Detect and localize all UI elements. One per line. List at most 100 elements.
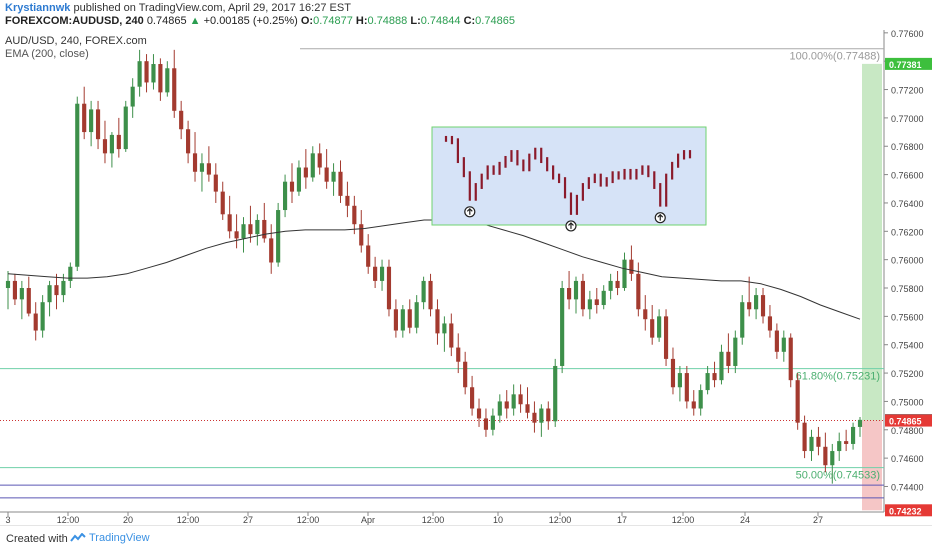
candle-body — [497, 401, 502, 416]
candle-body — [546, 408, 551, 422]
candle-body — [47, 285, 52, 303]
symbol-legend[interactable]: AUD/USD, 240, FOREX.com — [5, 35, 147, 47]
candle-body — [26, 288, 31, 314]
high-label: H: — [355, 15, 368, 27]
candle-body — [366, 245, 371, 267]
x-tick-label: 24 — [740, 515, 750, 525]
candle-body — [677, 373, 682, 388]
x-tick-label: Apr — [361, 515, 375, 525]
candle-body — [670, 358, 676, 388]
high-value: 0.74888 — [367, 15, 408, 27]
candle-body — [643, 309, 648, 320]
candle-body — [622, 259, 627, 289]
candle-body — [449, 323, 454, 348]
candle-body — [490, 415, 495, 430]
candle-body — [102, 139, 108, 154]
price-badge-label: 0.74865 — [889, 417, 922, 427]
price-badge — [885, 414, 932, 427]
candle-body — [12, 280, 18, 300]
candle-body — [553, 365, 558, 422]
candle-body — [608, 280, 613, 291]
candle-body — [767, 316, 773, 331]
candle-body — [220, 191, 225, 215]
candle-body — [186, 129, 191, 154]
ema-legend[interactable]: EMA (200, close) — [5, 48, 89, 60]
candle-body — [719, 351, 724, 381]
candle-body — [255, 219, 260, 235]
close-label: C: — [463, 15, 476, 27]
candle-body — [657, 316, 662, 338]
candle-body — [837, 441, 842, 452]
candle-body — [733, 337, 738, 366]
y-tick-label: 0.76400 — [891, 199, 924, 209]
chart-header: Krystiannwk published on TradingView.com… — [0, 0, 932, 30]
plot-area — [0, 30, 884, 512]
y-tick-label: 0.74600 — [891, 454, 924, 464]
candle-body — [566, 288, 572, 300]
candle-body — [629, 259, 634, 274]
candle-body — [82, 103, 87, 133]
tradingview-logo[interactable]: TradingView — [70, 532, 150, 544]
candle-body — [289, 181, 295, 192]
price-badge — [885, 57, 932, 70]
candle-body — [262, 219, 267, 239]
x-tick-label: 12:00 — [177, 515, 200, 525]
candle-body — [373, 266, 378, 281]
y-tick-label: 0.74800 — [891, 426, 924, 436]
low-value: 0.74844 — [420, 15, 461, 27]
candle-body — [199, 163, 205, 172]
candle-body — [54, 285, 59, 296]
price-badge — [885, 504, 932, 517]
y-tick-label: 0.76800 — [891, 142, 924, 152]
candle-body — [393, 309, 398, 331]
candle-body — [504, 401, 509, 409]
candle-body — [580, 280, 586, 310]
candle-body — [823, 446, 828, 466]
candle-body — [456, 347, 461, 362]
candle-body — [698, 390, 703, 409]
candle-body — [241, 224, 246, 239]
inset-box — [431, 126, 707, 226]
x-tick-label: 27 — [813, 515, 823, 525]
candle-body — [75, 103, 80, 267]
candle-body — [123, 106, 128, 150]
candle-body — [234, 231, 239, 239]
candle-body — [795, 380, 800, 423]
candle-body — [282, 181, 288, 211]
candle-body — [463, 361, 468, 388]
candle-body — [754, 295, 759, 310]
candle-body — [816, 436, 821, 447]
candle-body — [760, 295, 766, 317]
arrow-up-icon — [466, 207, 473, 215]
author-link[interactable]: Krystiannwk — [5, 2, 71, 14]
candle-body — [511, 394, 516, 409]
candle-body — [615, 280, 620, 289]
x-tick-label: 12:00 — [549, 515, 572, 525]
fib-level-label: 100.00%(0.77488) — [789, 51, 880, 63]
y-tick-label: 0.75400 — [891, 341, 924, 351]
candle-body — [483, 418, 489, 430]
y-tick-label: 0.75800 — [891, 284, 924, 294]
candle-body — [116, 134, 121, 150]
low-label: L: — [410, 15, 421, 27]
candle-body — [352, 205, 357, 225]
candle-body — [400, 309, 405, 331]
x-tick-label: 12:00 — [57, 515, 80, 525]
candle-body — [89, 109, 94, 133]
candle-body — [137, 61, 142, 87]
price-badge-label: 0.74232 — [889, 506, 922, 516]
candle-body — [663, 316, 669, 359]
candle-body — [303, 167, 308, 178]
candle-body — [68, 266, 73, 281]
candle-body — [435, 309, 440, 334]
fib-level-label: 50.00%(0.74533) — [796, 470, 880, 482]
candle-body — [650, 319, 655, 338]
candle-body — [269, 238, 274, 263]
fib-level-label: 61.80%(0.75231) — [796, 371, 880, 383]
price-chart[interactable]: 100.00%(0.77488) 61.80%(0.75231) 50.00%(0.… — [0, 30, 932, 525]
candle-body — [684, 373, 689, 402]
candle-body — [705, 373, 710, 391]
candle-body — [276, 210, 281, 263]
candle-body — [248, 224, 253, 235]
candle-body — [532, 412, 537, 423]
